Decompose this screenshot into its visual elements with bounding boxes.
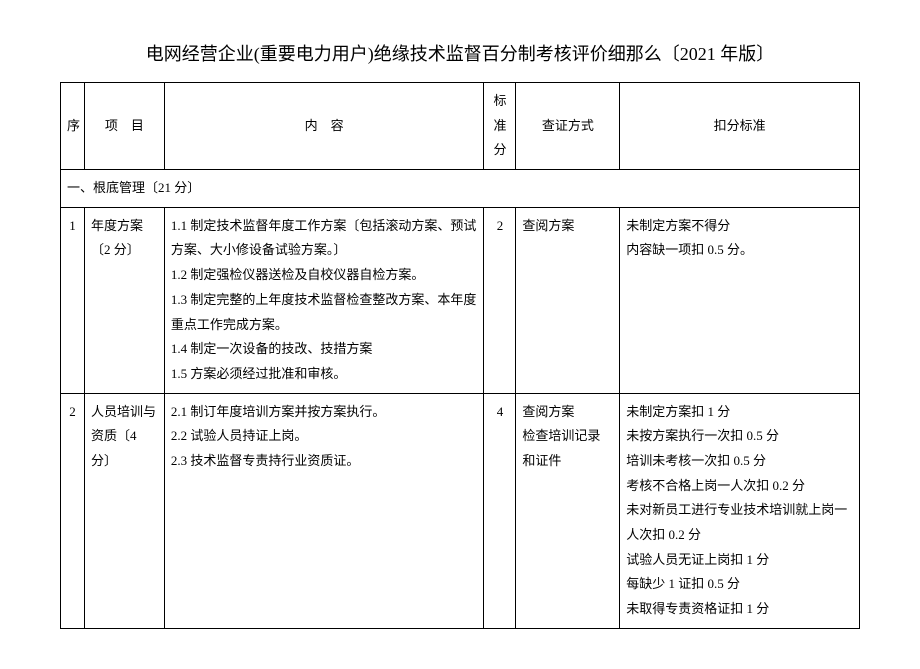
cell-verify: 查阅方案: [516, 207, 620, 393]
page-title: 电网经营企业(重要电力用户)绝缘技术监督百分制考核评价细那么〔2021 年版〕: [60, 40, 860, 66]
evaluation-table: 序 项 目 内 容 标准分 查证方式 扣分标准 一、根底管理〔21 分〕 1 年…: [60, 82, 860, 629]
header-verify: 查证方式: [516, 83, 620, 170]
cell-item: 年度方案〔2 分〕: [84, 207, 164, 393]
table-row: 1 年度方案〔2 分〕 1.1 制定技术监督年度工作方案〔包括滚动方案、预试方案…: [61, 207, 860, 393]
cell-deduct: 未制定方案不得分内容缺一项扣 0.5 分。: [620, 207, 860, 393]
cell-score: 2: [484, 207, 516, 393]
section-label-1: 一、根底管理〔21 分〕: [61, 170, 860, 208]
cell-deduct: 未制定方案扣 1 分未按方案执行一次扣 0.5 分培训未考核一次扣 0.5 分考…: [620, 393, 860, 628]
cell-seq: 2: [61, 393, 85, 628]
header-content: 内 容: [164, 83, 484, 170]
section-row-1: 一、根底管理〔21 分〕: [61, 170, 860, 208]
table-header-row: 序 项 目 内 容 标准分 查证方式 扣分标准: [61, 83, 860, 170]
cell-content: 2.1 制订年度培训方案并按方案执行。2.2 试验人员持证上岗。2.3 技术监督…: [164, 393, 484, 628]
cell-verify: 查阅方案检查培训记录和证件: [516, 393, 620, 628]
header-seq: 序: [61, 83, 85, 170]
cell-item: 人员培训与资质〔4 分〕: [84, 393, 164, 628]
table-row: 2 人员培训与资质〔4 分〕 2.1 制订年度培训方案并按方案执行。2.2 试验…: [61, 393, 860, 628]
header-score: 标准分: [484, 83, 516, 170]
header-item: 项 目: [84, 83, 164, 170]
cell-seq: 1: [61, 207, 85, 393]
cell-content: 1.1 制定技术监督年度工作方案〔包括滚动方案、预试方案、大小修设备试验方案。〕…: [164, 207, 484, 393]
cell-score: 4: [484, 393, 516, 628]
header-deduct: 扣分标准: [620, 83, 860, 170]
